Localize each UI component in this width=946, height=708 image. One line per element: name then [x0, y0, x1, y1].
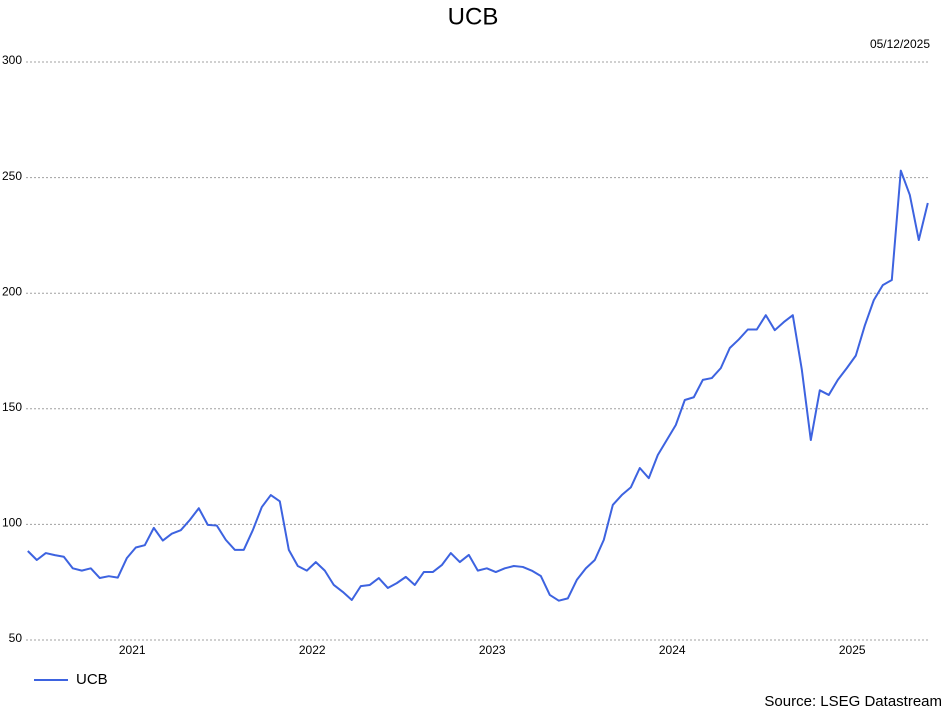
x-tick-label: 2022 [299, 643, 326, 657]
y-tick-label: 100 [2, 516, 22, 530]
x-tick-label: 2021 [119, 643, 146, 657]
x-tick-label: 2025 [839, 643, 866, 657]
y-tick-label: 50 [9, 631, 23, 645]
x-tick-label: 2023 [479, 643, 506, 657]
data-line [27, 169, 929, 602]
y-tick-label: 200 [2, 284, 22, 298]
chart-title: UCB [448, 3, 499, 30]
legend-label: UCB [76, 671, 108, 688]
date-label: 05/12/2025 [870, 37, 930, 51]
source-note: Source: LSEG Datastream [764, 693, 942, 708]
y-tick-label: 150 [2, 400, 22, 414]
x-tick-label: 2024 [659, 643, 686, 657]
y-tick-label: 250 [2, 169, 22, 183]
y-tick-label: 300 [2, 53, 22, 67]
